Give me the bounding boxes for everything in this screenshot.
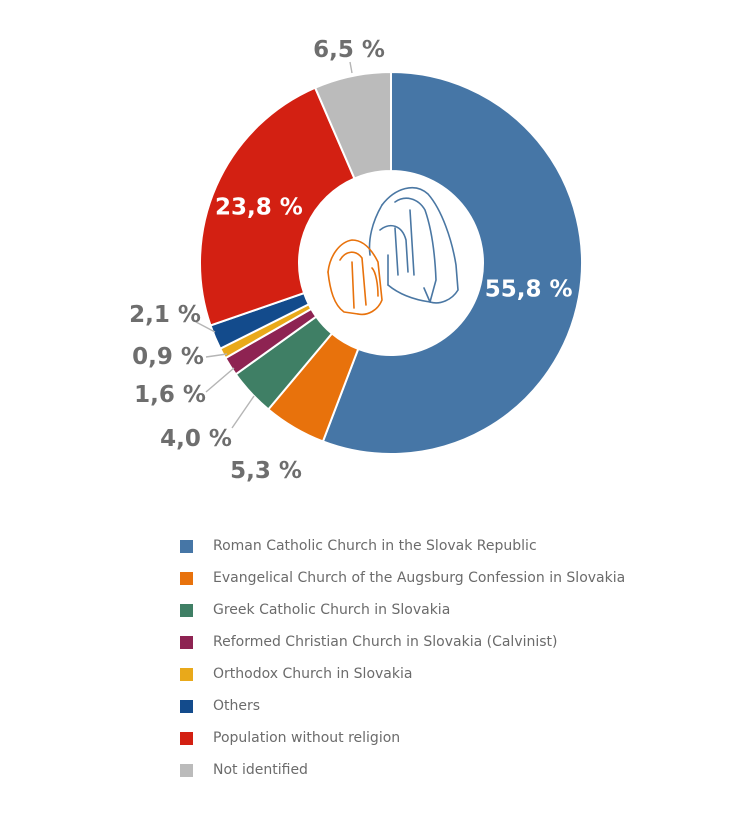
- legend-label: Orthodox Church in Slovakia: [213, 666, 413, 682]
- legend-item: Roman Catholic Church in the Slovak Repu…: [180, 530, 720, 562]
- legend-swatch: [180, 667, 193, 681]
- value-label-2: 5,3 %: [230, 458, 302, 484]
- value-label-8: 6,5 %: [313, 37, 385, 63]
- leader-line-3: [231, 395, 255, 429]
- value-label-5: 0,9 %: [132, 344, 204, 370]
- value-label-3: 4,0 %: [160, 426, 232, 452]
- legend-label: Roman Catholic Church in the Slovak Repu…: [213, 538, 537, 554]
- slice-7: [199, 86, 356, 327]
- legend-item: Reformed Christian Church in Slovakia (C…: [180, 626, 720, 658]
- leader-line-4: [205, 367, 235, 393]
- leader-lines: [195, 61, 353, 429]
- legend-item: Not identified: [180, 754, 720, 786]
- donut-chart: 55,8 % 5,3 % 4,0 % 1,6 % 0,9 % 2,1 % 23,8 % 6,5…: [129, 37, 583, 484]
- legend-label: Not identified: [213, 762, 308, 778]
- legend-item: Greek Catholic Church in Slovakia: [180, 594, 720, 626]
- value-label-4: 1,6 %: [134, 382, 206, 408]
- donut-slices: [199, 70, 583, 455]
- legend-swatch: [180, 763, 193, 777]
- legend-swatch: [180, 603, 193, 617]
- slice-8: [313, 70, 392, 180]
- legend-label: Evangelical Church of the Augsburg Confe…: [213, 570, 626, 586]
- value-label-6: 2,1 %: [129, 302, 201, 328]
- legend: Roman Catholic Church in the Slovak Repu…: [180, 530, 720, 786]
- legend-swatch: [180, 699, 193, 713]
- legend-label: Others: [213, 698, 261, 714]
- legend-item: Orthodox Church in Slovakia: [180, 658, 720, 690]
- leader-line-5: [205, 353, 228, 358]
- legend-swatch: [180, 539, 193, 553]
- praying-hands-icon: [327, 186, 459, 316]
- legend-item: Population without religion: [180, 722, 720, 754]
- leader-line-8: [349, 61, 353, 74]
- legend-swatch: [180, 635, 193, 649]
- legend-swatch: [180, 571, 193, 585]
- legend-label: Population without religion: [213, 730, 401, 746]
- legend-label: Reformed Christian Church in Slovakia (C…: [213, 634, 558, 650]
- slice-1: [321, 70, 583, 455]
- leader-line-6: [195, 321, 216, 333]
- legend-label: Greek Catholic Church in Slovakia: [213, 602, 451, 618]
- legend-swatch: [180, 731, 193, 745]
- legend-item: Others: [180, 690, 720, 722]
- value-label-7: 23,8 %: [215, 195, 303, 221]
- value-label-1: 55,8 %: [485, 276, 573, 302]
- value-labels: 55,8 % 5,3 % 4,0 % 1,6 % 0,9 % 2,1 % 23,8 % 6,5…: [129, 37, 572, 484]
- legend-item: Evangelical Church of the Augsburg Confe…: [180, 562, 720, 594]
